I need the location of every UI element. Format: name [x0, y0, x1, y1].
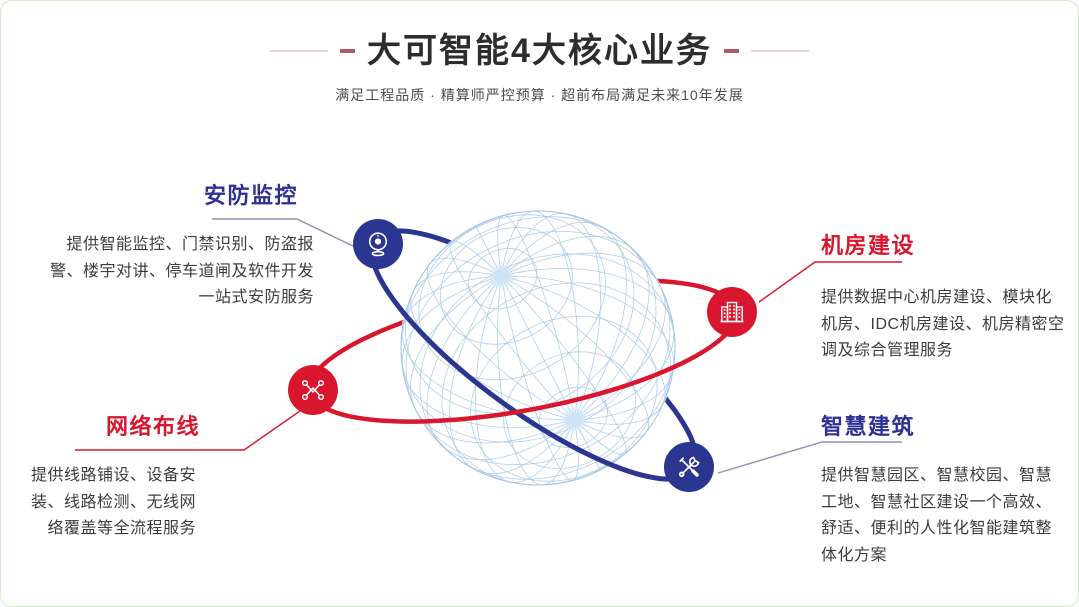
- section-connector-lines: [75, 218, 902, 474]
- section-title-smart-building: 智慧建筑: [821, 414, 916, 439]
- network-node: [288, 365, 338, 415]
- section-body-security: 提供智能监控、门禁识别、防盗报 警、楼宇对讲、停车道闸及软件开发 一站式安防服务: [49, 236, 314, 306]
- section-body-server-room: 提供数据中心机房建设、模块化 机房、IDC机房建设、机房精密空 调及综合管理服务: [821, 289, 1065, 359]
- webcam-icon: [368, 232, 388, 257]
- security-node: [353, 219, 403, 269]
- orbit-ellipses-back: [307, 228, 739, 475]
- title-dash-light-right: [750, 50, 809, 53]
- section-body-network: 提供线路铺设、设备安 装、线路检测、无线网 络覆盖等全流程服务: [30, 467, 196, 537]
- smart-building-node: [664, 442, 714, 492]
- server-room-node-circle: [707, 287, 757, 337]
- server-room-node: [707, 287, 757, 337]
- header: 大可智能4大核心业务: [1, 31, 1078, 72]
- icon-nodes: [288, 219, 757, 492]
- title-dash-right: [723, 49, 739, 54]
- orbit-ellipses-front: [307, 235, 739, 482]
- page-subtitle: 满足工程品质 · 精算师严控预算 · 超前布局满足未来10年发展: [335, 87, 744, 103]
- page-title: 大可智能4大核心业务: [367, 32, 712, 70]
- network-nodes-icon: [301, 379, 325, 401]
- crossed-tools-icon: [678, 456, 700, 478]
- section-title-server-room: 机房建设: [821, 233, 916, 258]
- section-title-network: 网络布线: [106, 414, 201, 439]
- section-body-smart-building: 提供智慧园区、智慧校园、智慧 工地、智慧社区建设一个高效、 舒适、便利的人性化智…: [821, 467, 1053, 564]
- network-node-circle: [288, 365, 338, 415]
- title-dash-light-left: [270, 50, 329, 53]
- globe-wireframe: [400, 210, 676, 486]
- building-icon: [720, 301, 744, 323]
- title-dash-left: [340, 49, 356, 54]
- section-title-security: 安防监控: [204, 183, 299, 208]
